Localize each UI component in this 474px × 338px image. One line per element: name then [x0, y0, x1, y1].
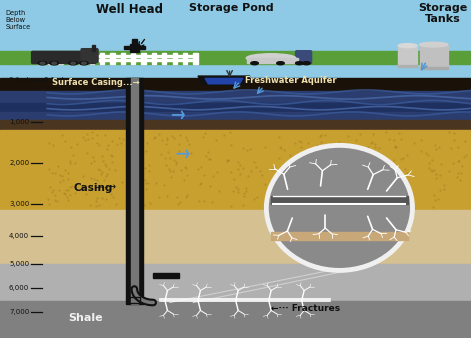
Ellipse shape — [52, 62, 56, 64]
Bar — [419, 45, 448, 68]
Bar — [193, 53, 198, 64]
Text: 1,000: 1,000 — [9, 119, 29, 125]
Bar — [131, 53, 135, 64]
Bar — [0, 301, 472, 338]
Text: ←··· Fractures: ←··· Fractures — [271, 304, 340, 313]
Ellipse shape — [71, 62, 75, 64]
Text: Shale: Shale — [68, 313, 103, 323]
Bar — [58, 53, 63, 64]
Ellipse shape — [266, 145, 412, 270]
Text: Storage Pond: Storage Pond — [189, 3, 273, 14]
Ellipse shape — [419, 42, 448, 47]
Bar — [0, 112, 472, 120]
Ellipse shape — [277, 62, 284, 65]
Bar — [0, 264, 472, 301]
Ellipse shape — [40, 62, 45, 64]
Ellipse shape — [82, 62, 86, 64]
Bar — [0, 78, 472, 91]
Ellipse shape — [296, 62, 303, 65]
Bar — [132, 39, 137, 44]
Polygon shape — [198, 76, 250, 84]
Ellipse shape — [50, 62, 58, 65]
Bar — [48, 53, 52, 64]
Ellipse shape — [303, 62, 310, 65]
Bar — [0, 120, 472, 130]
Bar — [38, 53, 42, 64]
Ellipse shape — [398, 44, 417, 48]
Text: ----→: ----→ — [94, 183, 117, 193]
Bar — [0, 51, 472, 64]
Bar — [398, 46, 417, 66]
Ellipse shape — [69, 62, 77, 65]
Text: 3,000: 3,000 — [9, 201, 29, 207]
Bar — [173, 53, 177, 64]
Bar — [419, 67, 448, 69]
Text: Storage
Tanks: Storage Tanks — [419, 3, 468, 24]
Bar — [271, 196, 408, 204]
Text: 0 feet: 0 feet — [9, 77, 29, 83]
Bar — [110, 53, 115, 64]
Bar — [0, 210, 472, 264]
Text: Surface Casing...→: Surface Casing...→ — [52, 78, 139, 87]
Text: Well Head: Well Head — [96, 3, 163, 16]
Bar — [153, 273, 179, 278]
Bar — [246, 58, 299, 63]
Bar — [398, 65, 417, 67]
Bar — [130, 78, 138, 304]
Bar — [0, 0, 472, 78]
Text: 0 feet: 0 feet — [44, 77, 64, 83]
Text: 4,000: 4,000 — [9, 233, 29, 239]
Text: 5,000: 5,000 — [9, 261, 29, 267]
FancyBboxPatch shape — [296, 51, 311, 64]
Bar — [129, 297, 140, 303]
Text: Freshwater Aquifer: Freshwater Aquifer — [245, 76, 337, 85]
Bar — [152, 53, 156, 64]
Bar — [121, 53, 125, 64]
Text: 7,000: 7,000 — [9, 309, 29, 315]
Bar — [162, 53, 166, 64]
Ellipse shape — [38, 62, 46, 65]
Ellipse shape — [80, 62, 88, 65]
Text: 6,000: 6,000 — [9, 285, 29, 291]
Bar — [141, 53, 146, 64]
Bar — [0, 130, 472, 210]
Text: 2,000: 2,000 — [9, 160, 29, 166]
Bar — [69, 53, 73, 64]
Text: Casing: Casing — [73, 183, 112, 193]
Polygon shape — [205, 78, 243, 84]
Bar — [100, 53, 104, 64]
Bar — [38, 59, 193, 61]
Bar — [183, 53, 187, 64]
FancyBboxPatch shape — [32, 51, 96, 64]
Bar — [90, 53, 94, 64]
Bar — [126, 78, 143, 304]
Bar — [271, 232, 408, 240]
Ellipse shape — [251, 62, 258, 65]
Bar — [124, 46, 145, 49]
Bar — [92, 45, 95, 51]
Bar — [38, 55, 193, 57]
Bar — [79, 53, 83, 64]
FancyBboxPatch shape — [81, 49, 98, 63]
Bar — [0, 103, 472, 112]
Bar — [0, 91, 472, 103]
Bar — [130, 44, 139, 52]
Text: Depth
Below
Surface: Depth Below Surface — [6, 10, 31, 30]
Ellipse shape — [246, 54, 296, 63]
